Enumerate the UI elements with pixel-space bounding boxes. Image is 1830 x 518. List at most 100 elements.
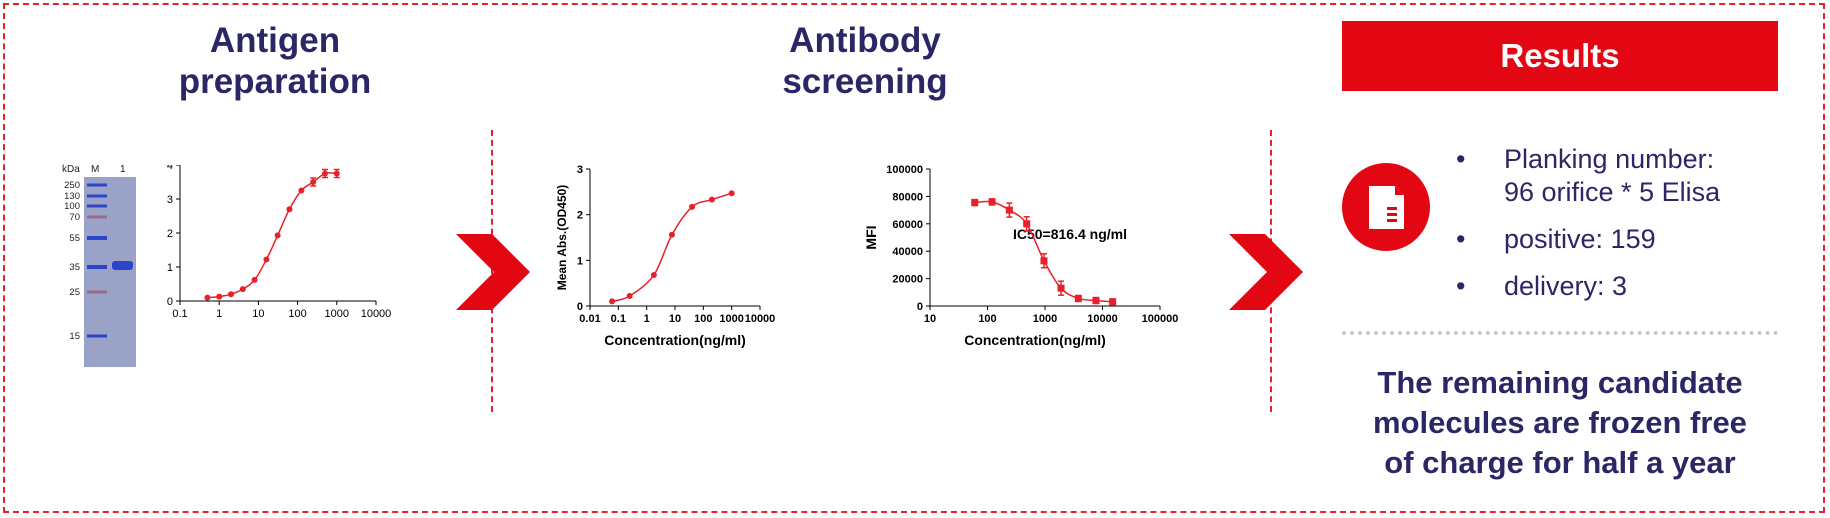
bullet-positive: • positive: 159 <box>1456 223 1720 256</box>
y-tick-label: 0 <box>917 301 923 313</box>
antibody-heading: Antibody screening <box>730 20 1000 102</box>
gel-ladder-band <box>87 265 107 269</box>
data-point <box>286 206 293 213</box>
antibody-elisa-chart: 0.01 0.1 1 10 100 1000 10000 0 1 2 3 Mean Abs.(OD45… <box>555 165 776 348</box>
x-tick-label: 10000 <box>745 313 776 325</box>
gel-ladder-label: 130 <box>64 191 80 202</box>
bullet-planking-line2: 96 orifice * 5 Elisa <box>1504 177 1721 207</box>
x-tick-label: 10 <box>252 308 264 320</box>
data-point <box>971 199 979 207</box>
data-point <box>1092 297 1100 305</box>
x-tick-label: 0.1 <box>611 313 626 325</box>
bullet-dot: • <box>1456 271 1466 301</box>
summary-line3: of charge for half a year <box>1384 445 1736 480</box>
gel-ladder-band <box>87 236 107 240</box>
antigen-heading-line2: preparation <box>178 62 372 101</box>
divider-left <box>491 130 493 412</box>
data-point <box>728 190 735 197</box>
gel-ladder-label: 25 <box>69 287 80 298</box>
data-point <box>274 232 281 239</box>
y-tick-label: 100000 <box>886 165 923 176</box>
bullet-positive-text: positive: 159 <box>1504 224 1656 254</box>
fit-curve <box>974 200 1113 303</box>
antigen-heading-line1: Antigen <box>209 21 341 60</box>
y-axis-label: MFI <box>863 225 879 249</box>
y-tick-label: 20000 <box>892 274 923 286</box>
x-tick-label: 0.1 <box>172 308 187 320</box>
blocking-ic50-chart: 10 100 1000 10000 100000 0 20000 40000 60000 8000… <box>863 165 1179 348</box>
data-point <box>239 286 246 293</box>
y-tick-label: 40000 <box>892 246 923 258</box>
gel-ladder-band <box>87 334 107 338</box>
x-tick-label: 0.01 <box>579 313 600 325</box>
y-tick-label: 60000 <box>892 219 923 231</box>
y-tick-label: 80000 <box>892 191 923 203</box>
summary-line2: molecules are frozen free <box>1373 405 1747 440</box>
y-tick-label: 2 <box>577 210 583 222</box>
fit-curve <box>611 192 732 303</box>
gel-ladder-label: 250 <box>64 180 80 191</box>
y-tick-label: 1 <box>577 255 583 267</box>
gel-lane1-header: 1 <box>120 164 126 175</box>
gel-ladder-band <box>87 290 107 294</box>
x-tick-label: 10 <box>669 313 681 325</box>
x-tick-label: 10000 <box>1087 313 1118 325</box>
gel-ladder-band <box>87 183 107 187</box>
x-tick-label: 100 <box>288 308 306 320</box>
x-tick-label: 100 <box>978 313 996 325</box>
data-point <box>204 294 211 301</box>
gel-ladder-label: 70 <box>69 212 80 223</box>
chevron-right-icon <box>1229 234 1303 310</box>
x-tick-label: 10000 <box>361 308 392 320</box>
bullet-delivery-text: delivery: 3 <box>1504 271 1628 301</box>
data-point <box>988 198 996 206</box>
data-point <box>689 203 696 210</box>
y-tick-label: 0 <box>167 296 173 308</box>
x-tick-label: 1000 <box>1033 313 1057 325</box>
data-point <box>216 293 223 300</box>
x-tick-label: 100000 <box>1142 313 1179 325</box>
y-tick-label: 3 <box>167 194 173 206</box>
data-point <box>251 276 258 283</box>
data-point <box>1057 284 1065 292</box>
gel-ladder-band <box>87 194 107 198</box>
x-tick-label: 1 <box>644 313 650 325</box>
gel-ladder-band <box>87 204 107 208</box>
results-bullet-list: • Planking number: 96 orifice * 5 Elisa … <box>1456 143 1720 317</box>
data-point <box>1074 294 1082 302</box>
gel-ladder-band <box>87 215 107 219</box>
data-point <box>228 291 235 298</box>
data-point <box>668 231 675 238</box>
data-point <box>1023 220 1031 228</box>
summary-line1: The remaining candidate <box>1377 365 1743 400</box>
fit-curve <box>207 172 337 299</box>
data-point <box>626 292 633 299</box>
y-tick-label: 0 <box>577 301 583 313</box>
document-icon <box>1342 163 1430 251</box>
summary-text: The remaining candidate molecules are fr… <box>1342 363 1778 483</box>
results-title: Results <box>1500 37 1620 74</box>
x-tick-label: 10 <box>924 313 936 325</box>
y-tick-label: 1 <box>167 262 173 274</box>
data-point <box>708 196 715 203</box>
dotted-separator <box>1342 331 1778 335</box>
bullet-planking-line1: Planking number: <box>1504 144 1715 174</box>
x-tick-label: 1000 <box>325 308 349 320</box>
results-banner: Results <box>1342 21 1778 91</box>
gel-ladder-label: 15 <box>69 331 80 342</box>
x-tick-label: 100 <box>694 313 712 325</box>
data-point <box>333 170 340 177</box>
data-point <box>321 170 328 177</box>
x-tick-label: 1 <box>216 308 222 320</box>
gel-ladder-label: 55 <box>69 233 80 244</box>
antigen-heading: Antigen preparation <box>140 20 410 102</box>
data-point <box>263 256 270 263</box>
y-tick-label: 3 <box>577 165 583 176</box>
data-point <box>1005 206 1013 214</box>
gel-sample-band <box>112 261 133 270</box>
data-point <box>609 298 616 305</box>
y-axis-label: Mean Abs.(OD450) <box>555 185 569 291</box>
data-point <box>298 187 305 194</box>
